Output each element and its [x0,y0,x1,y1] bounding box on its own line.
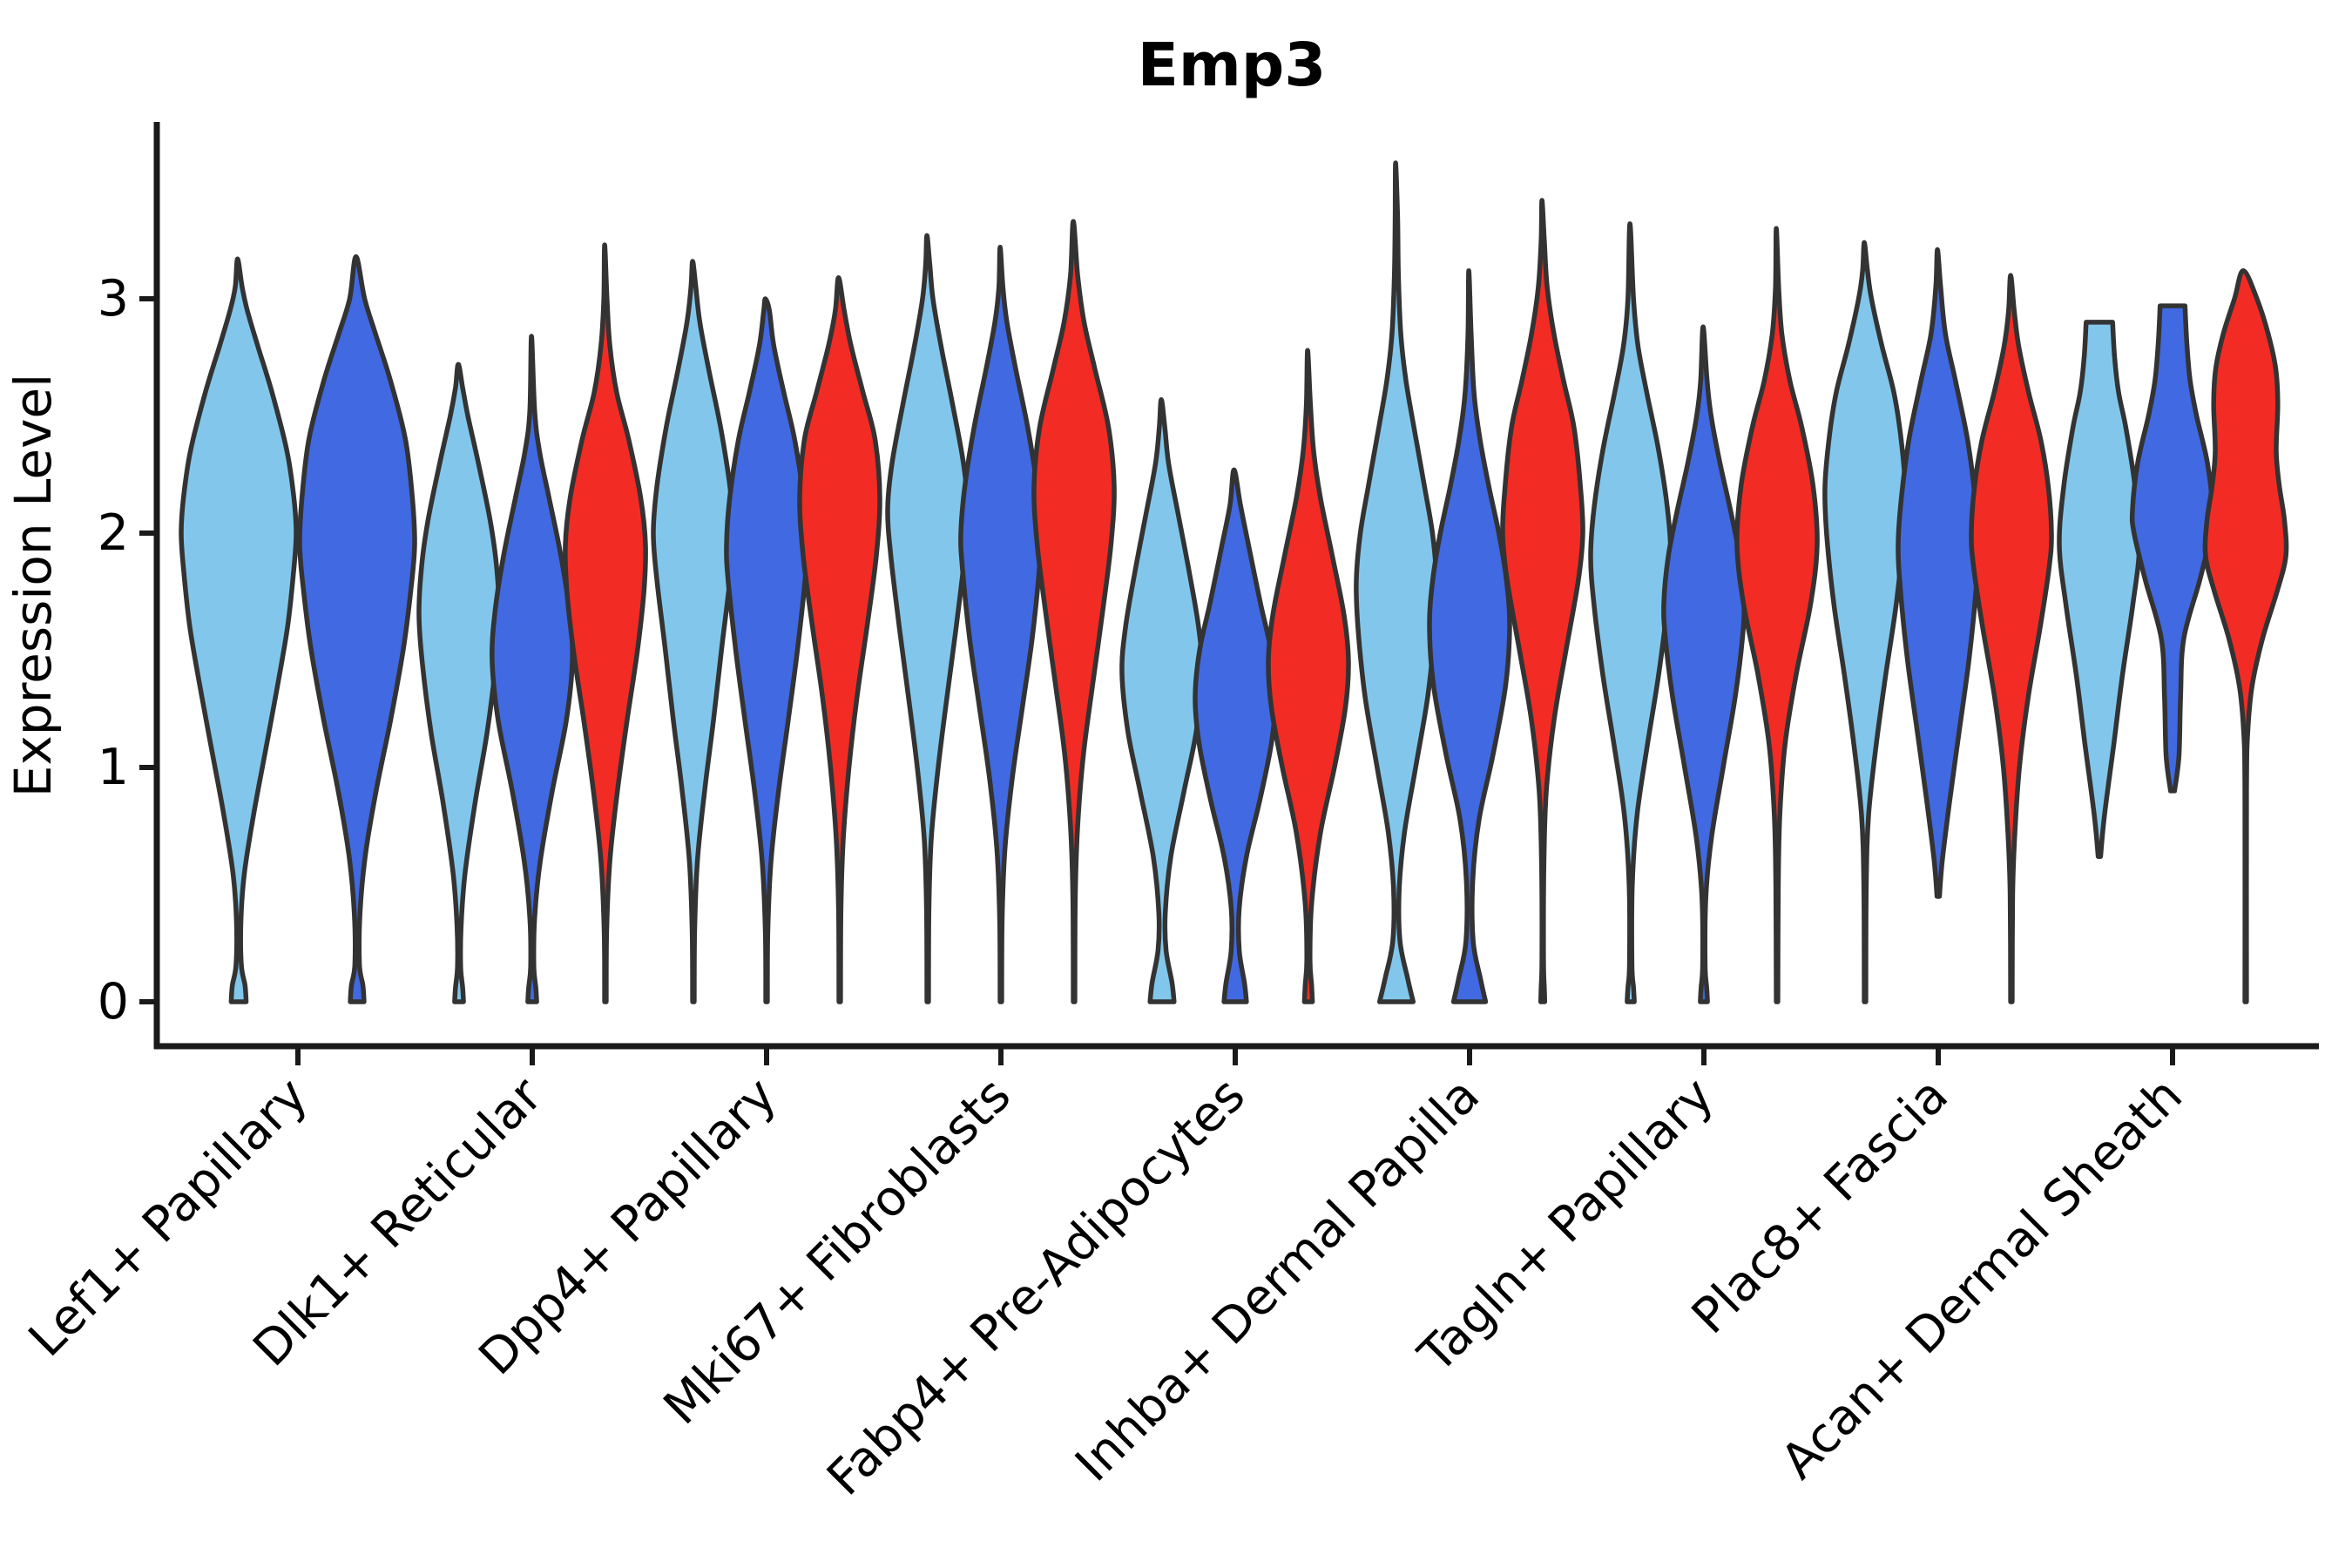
violin-dpp4-dark_blue [724,296,809,1004]
violin-dpp4-red [797,275,882,1004]
y-tick-label: 2 [98,504,129,562]
violin-lef1-light_blue [179,256,299,1004]
violin-plac8-dark_blue [1896,247,1981,899]
violin-dlk1-red [563,242,648,1004]
y-axis-label: Expression Level [3,374,63,797]
violin-lef1-dark_blue [297,253,417,1004]
violin-mki67-dark_blue [958,245,1044,1004]
violin-tagln-red [1734,226,1820,1004]
violin-inhba-red [1500,198,1585,1004]
violin-inhba-light_blue [1354,160,1439,1004]
y-tick-label: 0 [98,973,129,1031]
violin-dpp4-light_blue [651,259,736,1004]
violin-fabp4-dark_blue [1193,467,1278,1004]
violins-layer [179,160,2289,1004]
violin-plac8-light_blue [1822,240,1908,1004]
violin-inhba-dark_blue [1427,267,1512,1004]
violin-plac8-red [1969,273,2054,1004]
violin-tagln-dark_blue [1661,324,1747,1004]
violin-fabp4-red [1266,348,1351,1004]
violin-dlk1-dark_blue [490,334,575,1004]
violin-mki67-red [1031,219,1117,1004]
violin-mki67-light_blue [885,233,970,1004]
violin-acan-light_blue [2057,320,2142,859]
violin-tagln-light_blue [1588,221,1673,1004]
violin-acan-red [2202,267,2289,1004]
chart-title: Emp3 [1138,30,1326,100]
violin-acan-dark_blue [2129,303,2216,794]
y-tick-label: 3 [98,270,129,328]
violin-dlk1-light_blue [416,362,502,1004]
y-tick-label: 1 [98,739,129,796]
violin-fabp4-light_blue [1119,396,1205,1004]
